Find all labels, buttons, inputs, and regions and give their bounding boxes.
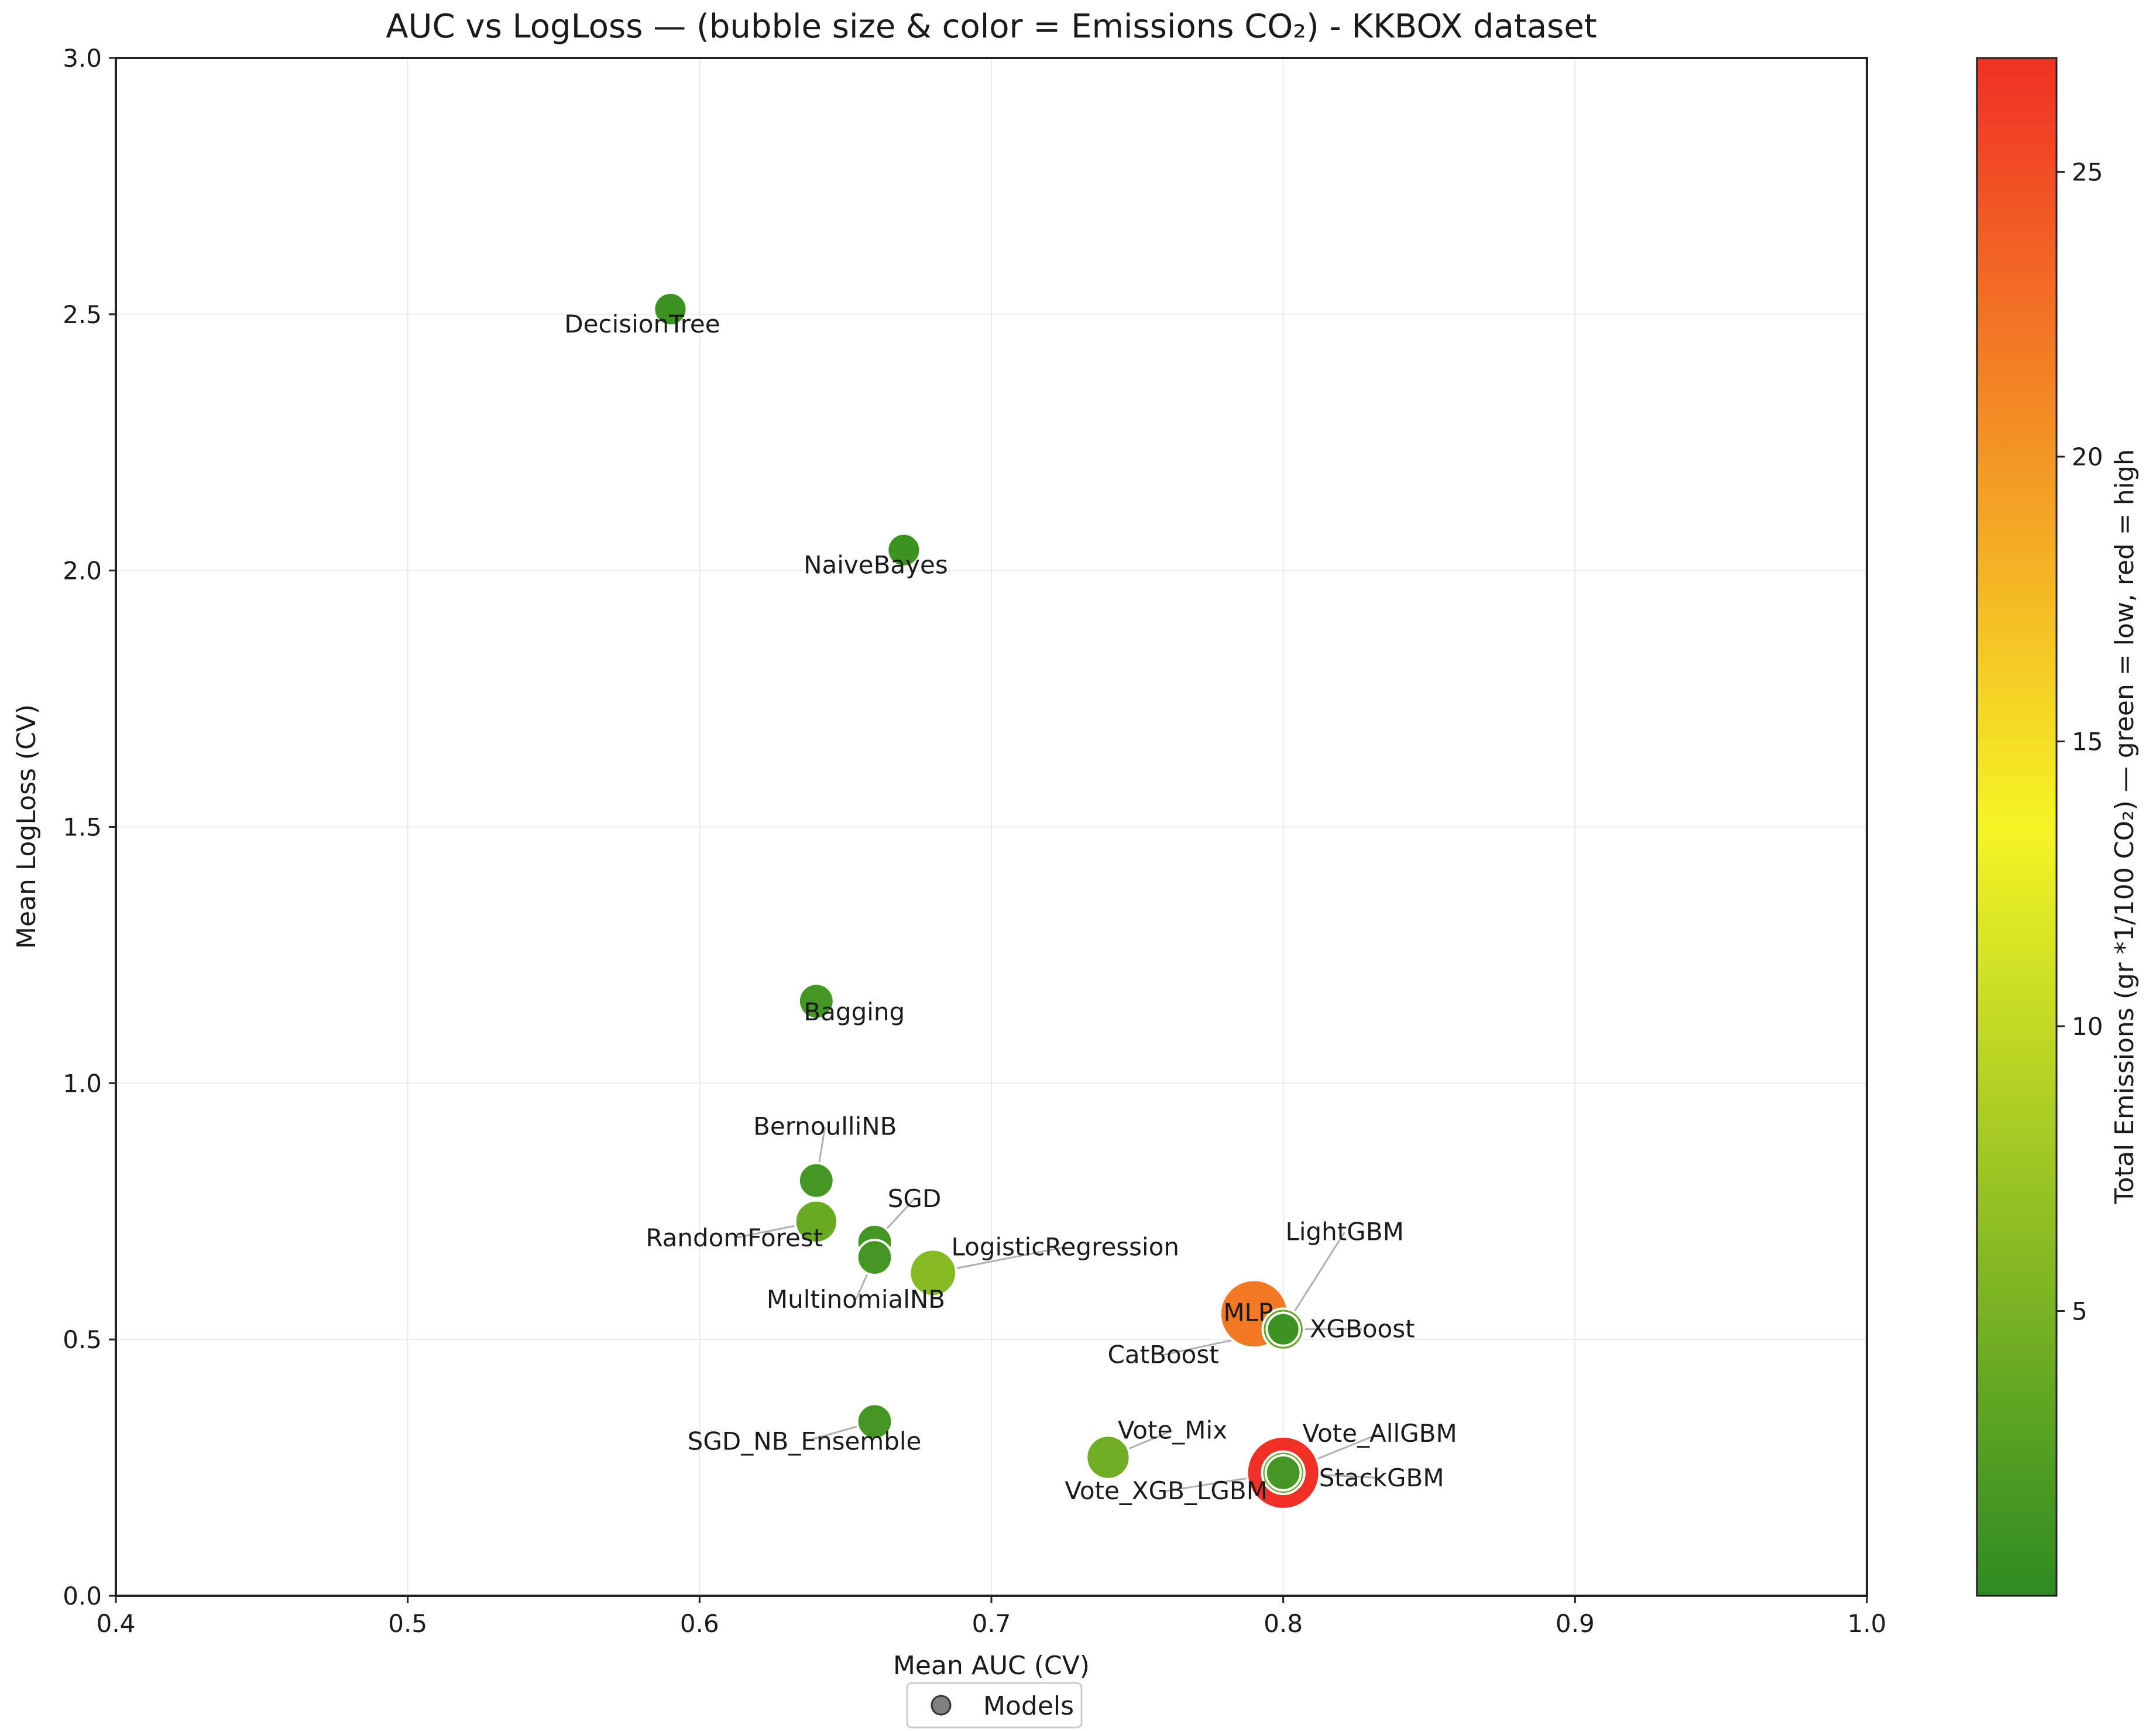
colorbar-gradient — [1976, 57, 2058, 1597]
y-tick-label: 0.5 — [63, 1325, 102, 1354]
legend: Models — [906, 1682, 1083, 1729]
label-bernoullinb: BernoulliNB — [753, 1112, 897, 1141]
colorbar: 5 10 15 20 25 Total Emissions (gr *1/100 CO₂… — [1976, 57, 2140, 1597]
label-randomforest: RandomForest — [646, 1223, 823, 1252]
x-tick-label: 0.9 — [1556, 1609, 1595, 1638]
y-tick-label: 3.0 — [63, 44, 102, 73]
legend-box — [906, 1682, 1083, 1729]
label-sgd: SGD — [888, 1184, 942, 1213]
point-multinomialnb — [856, 1239, 894, 1276]
x-tick-label: 0.6 — [680, 1609, 719, 1638]
x-tick-label: 0.5 — [388, 1609, 427, 1638]
legend-label: Models — [983, 1691, 1074, 1721]
colorbar-tick-label: 25 — [2072, 158, 2103, 187]
label-stackgbm: StackGBM — [1319, 1463, 1444, 1492]
grid — [115, 57, 1867, 1596]
label-vote-mix: Vote_Mix — [1118, 1416, 1227, 1445]
label-bagging: Bagging — [804, 998, 905, 1026]
point-vote-mix — [1085, 1434, 1131, 1480]
x-tick-label: 0.8 — [1264, 1609, 1303, 1638]
point-sgd-nb-ensemble — [856, 1403, 894, 1441]
label-xgboost: XGBoost — [1310, 1315, 1415, 1343]
point-labels: DecisionTree NaiveBayes Bagging BernoulliNB… — [564, 310, 1457, 1505]
chart-title: AUC vs LogLoss — (bubble size & color = … — [386, 8, 1597, 46]
label-naivebayes: NaiveBayes — [804, 551, 948, 580]
y-tick-label: 0.0 — [63, 1582, 102, 1610]
point-randomforest — [794, 1199, 839, 1244]
axis-ticks: 0.4 0.5 0.6 0.7 0.8 0.9 1.0 0.0 0.5 1.0 1.5 2.0 2.5 3… — [63, 44, 1886, 1638]
point-decisiontree — [653, 291, 688, 327]
colorbar-tick-label: 15 — [2072, 728, 2103, 756]
point-bagging — [797, 982, 835, 1020]
point-naivebayes — [886, 532, 922, 568]
label-multinomialnb: MultinomialNB — [767, 1285, 945, 1314]
y-tick-label: 2.5 — [63, 300, 102, 329]
colorbar-tick-label: 10 — [2072, 1012, 2103, 1041]
point-logisticregression — [908, 1248, 958, 1298]
x-axis-label: Mean AUC (CV) — [893, 1651, 1090, 1681]
y-tick-label: 1.5 — [63, 813, 102, 842]
label-lightgbm: LightGBM — [1285, 1218, 1403, 1246]
y-tick-label: 2.0 — [63, 557, 102, 585]
label-decisiontree: DecisionTree — [564, 310, 720, 338]
y-axis-label: Mean LogLoss (CV) — [12, 704, 42, 949]
data-points — [653, 291, 1321, 1510]
label-logisticregression: LogisticRegression — [952, 1232, 1180, 1261]
legend-marker — [931, 1695, 952, 1716]
colorbar-tick-label: 5 — [2072, 1297, 2088, 1326]
label-vote-xgb-lgbm: Vote_XGB_LGBM — [1065, 1476, 1268, 1505]
colorbar-ticks: 5 10 15 20 25 — [2057, 158, 2103, 1326]
x-tick-label: 0.7 — [972, 1609, 1011, 1638]
plot-frame — [115, 57, 1868, 1597]
y-tick-label: 1.0 — [63, 1069, 102, 1098]
point-xgboost — [1265, 1311, 1301, 1347]
label-catboost: CatBoost — [1108, 1341, 1219, 1369]
x-tick-label: 1.0 — [1848, 1609, 1887, 1638]
point-vote-xgb-lgbm — [1264, 1454, 1302, 1492]
label-mlp: MLP — [1223, 1298, 1273, 1326]
colorbar-label: Total Emissions (gr *1/100 CO₂) — green … — [2110, 449, 2140, 1204]
colorbar-tick-label: 20 — [2072, 443, 2103, 471]
label-sgd-nb-ensemble: SGD_NB_Ensemble — [688, 1427, 922, 1455]
point-bernoullinb — [797, 1161, 835, 1199]
label-vote-allgbm: Vote_AllGBM — [1303, 1419, 1457, 1448]
x-tick-label: 0.4 — [97, 1609, 136, 1638]
